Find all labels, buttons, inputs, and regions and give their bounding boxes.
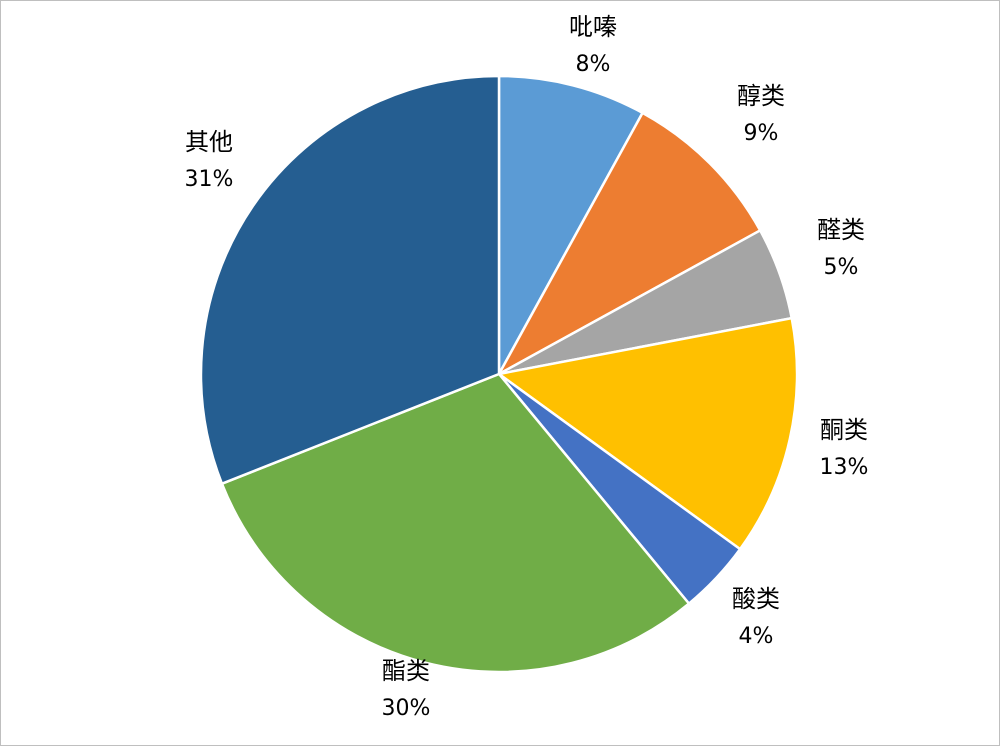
slice-percent-2: 9% <box>744 121 779 146</box>
pie-slice-2 <box>495 111 762 378</box>
pie-labels: 吡嗪 8% 醇类 9% 醛类 5% 酮类 13% 酸类 4% 酯类 30% 其他 31% <box>185 13 869 721</box>
slice-percent-3: 5% <box>824 255 859 280</box>
slice-label-3: 醛类 <box>817 216 865 244</box>
slice-label-6: 酯类 <box>382 657 430 685</box>
pie-slice-6 <box>220 372 691 674</box>
slice-percent-5: 4% <box>739 624 774 649</box>
slice-label-4: 酮类 <box>820 416 868 444</box>
pie-slice-1 <box>497 74 645 375</box>
slice-percent-7: 31% <box>185 167 234 192</box>
slice-percent-6: 30% <box>382 696 431 721</box>
pie-slice-4 <box>495 316 799 551</box>
slice-label-1: 吡嗪 <box>569 13 617 41</box>
slice-percent-1: 8% <box>576 52 611 77</box>
pie-slices <box>199 74 799 674</box>
slice-label-7: 其他 <box>185 128 233 156</box>
slice-label-5: 酸类 <box>732 585 780 613</box>
slice-label-2: 醇类 <box>737 82 785 110</box>
slice-percent-4: 13% <box>820 455 869 480</box>
pie-slice-7 <box>199 74 501 486</box>
